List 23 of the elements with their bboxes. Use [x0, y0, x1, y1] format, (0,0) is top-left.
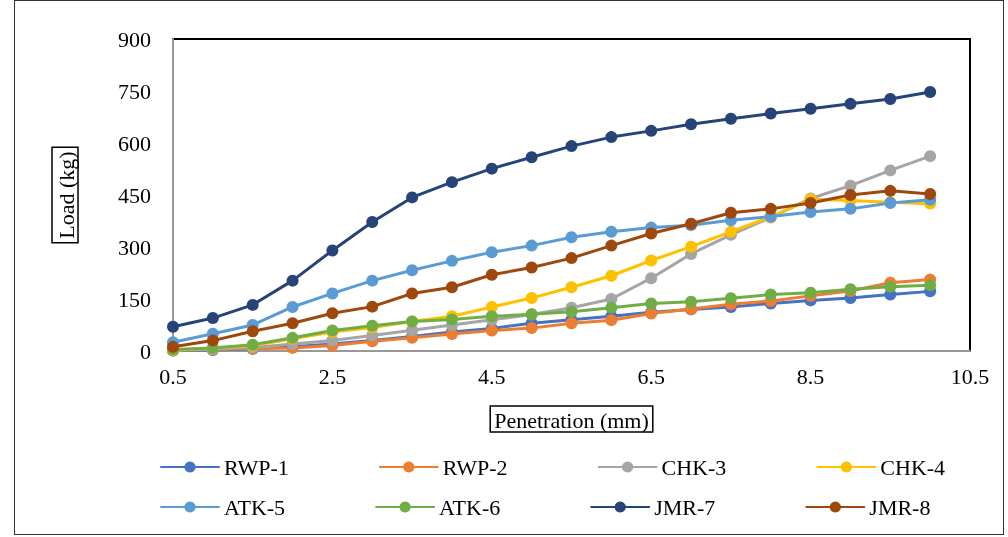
y-tick-label: 750	[118, 78, 151, 104]
x-tick-label: 6.5	[637, 363, 665, 389]
legend-label: CHK-3	[661, 454, 727, 480]
legend-label: JMR-7	[654, 494, 716, 520]
y-tick-label: 300	[118, 234, 151, 260]
x-tick-label: 8.5	[796, 363, 825, 389]
y-tick-label: 450	[118, 182, 151, 208]
x-tick-label: 4.5	[478, 363, 506, 389]
legend-label: CHK-4	[880, 454, 946, 480]
legend-label: ATK-5	[224, 494, 286, 520]
x-axis-title: Penetration (mm)	[494, 407, 649, 433]
y-tick-label: 0	[140, 338, 151, 364]
legend-label: RWP-2	[442, 454, 508, 480]
x-tick-label: 2.5	[318, 363, 347, 389]
legend-label: ATK-6	[439, 494, 501, 520]
y-tick-label: 900	[118, 26, 151, 52]
y-axis-title: Load (kg)	[53, 151, 79, 239]
y-tick-label: 150	[118, 286, 151, 312]
y-tick-label: 600	[118, 130, 151, 156]
x-tick-label: 10.5	[950, 363, 990, 389]
legend-label: RWP-1	[224, 454, 289, 480]
legend-label: JMR-8	[869, 494, 931, 520]
x-tick-label: 0.5	[159, 363, 187, 389]
